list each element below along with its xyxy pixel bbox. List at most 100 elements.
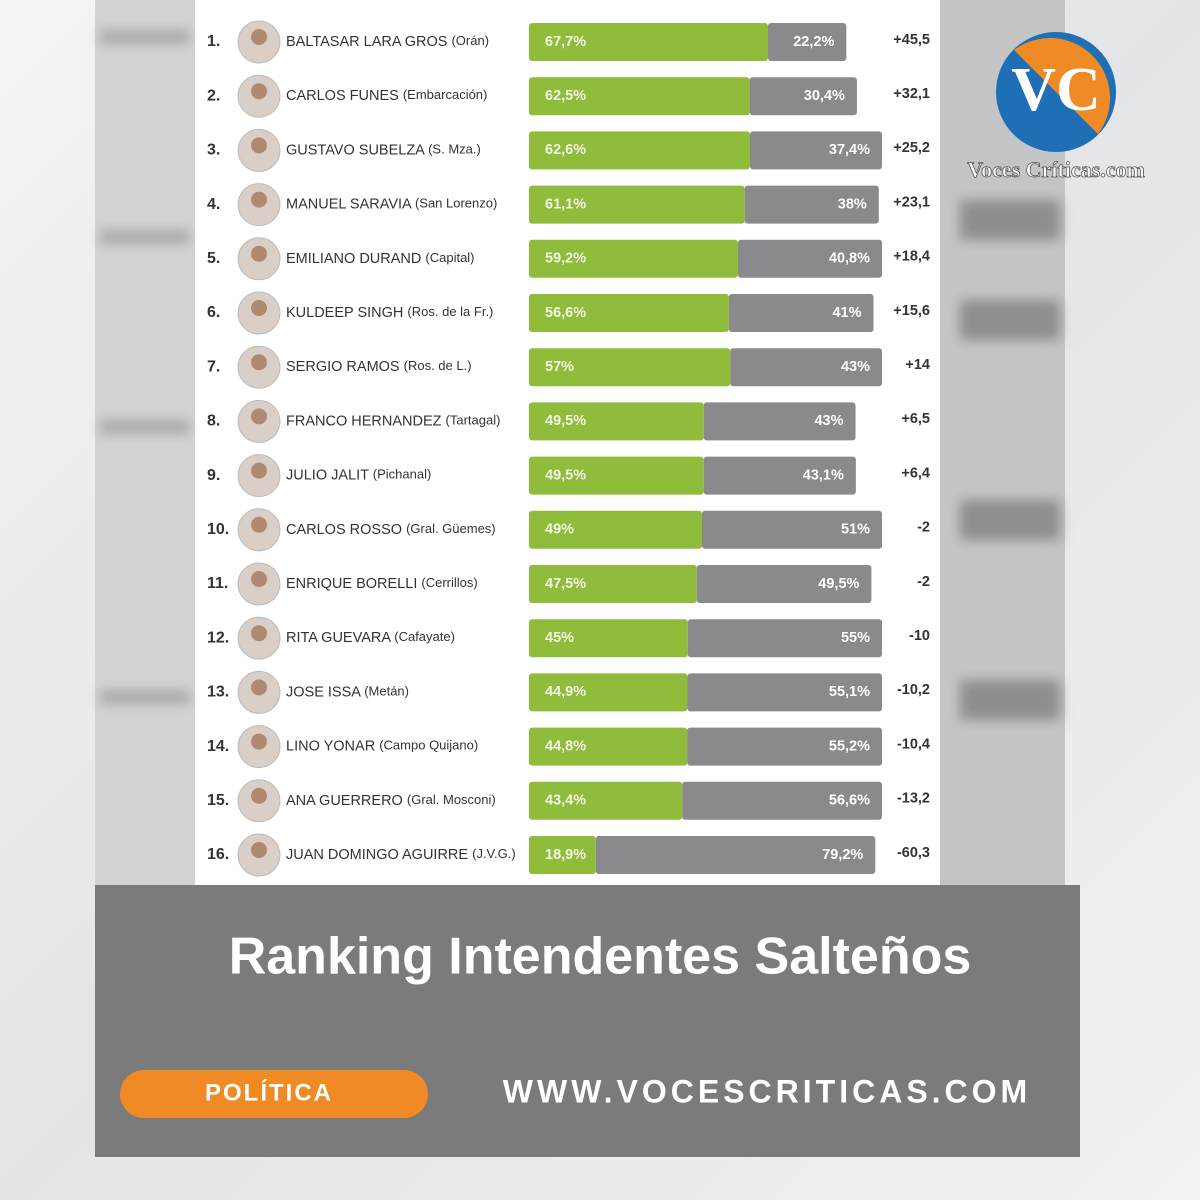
candidate-name: JUAN DOMINGO AGUIRRE — [286, 847, 468, 863]
value-label: 49,5% — [545, 467, 586, 483]
candidate: LINO YONAR (Campo Quijano) — [286, 738, 478, 754]
bar-segment — [529, 836, 596, 874]
logo-text: VC — [1011, 56, 1101, 124]
candidate: GUSTAVO SUBELZA (S. Mza.) — [286, 142, 481, 158]
photo-face — [251, 571, 267, 587]
bar-segment — [744, 185, 879, 224]
photo-face — [251, 354, 267, 371]
bar-segment — [529, 239, 738, 278]
candidate-place: (Gral. Güemes) — [406, 521, 496, 536]
bar-segment — [749, 77, 857, 116]
value-label: 49,5% — [545, 413, 586, 429]
candidate-place: (Embarcación) — [403, 88, 488, 103]
photo-face — [251, 625, 267, 642]
photo-face — [251, 83, 267, 100]
candidate-place: (San Lorenzo) — [415, 196, 497, 211]
rank: 10. — [207, 521, 229, 538]
candidate-place: (Campo Quijano) — [379, 738, 478, 753]
value-label: 55,2% — [829, 738, 870, 754]
value-label: 30,4% — [804, 88, 845, 104]
photo-face — [251, 787, 267, 804]
value-label: 56,6% — [545, 305, 586, 321]
bar-segment — [529, 456, 704, 495]
difference: +6,5 — [901, 411, 930, 427]
photo-face — [251, 842, 267, 858]
photo-face — [251, 137, 267, 154]
rank: 12. — [207, 629, 229, 646]
candidate: SERGIO RAMOS (Ros. de L.) — [286, 359, 472, 375]
candidate: ENRIQUE BORELLI (Cerrillos) — [286, 575, 478, 591]
bar-segment — [749, 131, 882, 170]
value-label: 47,5% — [545, 576, 586, 592]
rank: 5. — [207, 250, 220, 267]
rank: 15. — [207, 792, 229, 809]
bar-segment — [529, 727, 688, 766]
difference: +15,6 — [893, 303, 930, 319]
bar-segment — [701, 510, 882, 549]
candidate-name: KULDEEP SINGH — [286, 305, 403, 321]
bar-segment — [529, 510, 702, 549]
difference: +23,1 — [893, 194, 930, 210]
tag: POLÍTICA — [205, 1078, 333, 1106]
difference: -60,3 — [897, 845, 930, 861]
brand: Voces Críticas.com — [967, 157, 1145, 182]
candidate: EMILIANO DURAND (Capital) — [286, 250, 475, 266]
bar-segment — [529, 402, 704, 441]
difference: +45,5 — [893, 32, 930, 48]
candidate: ANA GUERRERO (Gral. Mosconi) — [286, 792, 496, 808]
rank: 2. — [207, 87, 220, 104]
bar-segment — [529, 619, 688, 658]
bar-segment — [529, 77, 750, 116]
rank: 7. — [207, 358, 220, 375]
rank: 16. — [207, 846, 229, 863]
difference: +6,4 — [901, 465, 930, 481]
photo-face — [251, 408, 267, 425]
candidate-place: (Cafayate) — [394, 630, 455, 645]
value-label: 44,8% — [545, 738, 586, 754]
value-label: 56,6% — [829, 793, 870, 809]
blur-stripes — [100, 30, 1060, 720]
candidate-name: JOSE ISSA — [286, 684, 361, 700]
value-label: 45% — [545, 630, 574, 646]
bar-segment — [682, 781, 882, 820]
difference: +25,2 — [893, 140, 930, 156]
value-label: 62,6% — [545, 142, 586, 158]
value-label: 18,9% — [545, 847, 586, 863]
candidate-place: (Tartagal) — [446, 413, 501, 428]
bar-segment — [529, 131, 750, 170]
difference: -10,2 — [897, 682, 930, 698]
candidate: JULIO JALIT (Pichanal) — [286, 467, 431, 483]
value-label: 79,2% — [822, 847, 863, 863]
bar-segment — [595, 836, 876, 874]
candidate-place: (Pichanal) — [373, 467, 432, 482]
value-label: 22,2% — [793, 34, 834, 50]
bar-segment — [728, 294, 874, 332]
candidate: FRANCO HERNANDEZ (Tartagal) — [286, 413, 500, 429]
rank: 9. — [207, 467, 220, 484]
candidate: RITA GUEVARA (Cafayate) — [286, 630, 455, 646]
value-label: 55,1% — [829, 684, 870, 700]
difference: -10,4 — [897, 736, 930, 752]
candidate-place: (Orán) — [451, 33, 489, 48]
photo-face — [251, 300, 267, 316]
candidate-name: ENRIQUE BORELLI — [286, 576, 417, 592]
candidate-name: JULIO JALIT — [286, 467, 369, 483]
candidate-place: (Metán) — [364, 684, 409, 699]
candidate-name: CARLOS ROSSO — [286, 522, 402, 538]
difference: +14 — [905, 357, 930, 373]
bar-segment — [529, 348, 731, 387]
value-label: 43% — [841, 359, 870, 375]
blurred-side — [95, 0, 205, 885]
bar-segment — [730, 348, 882, 387]
candidate: JOSE ISSA (Metán) — [286, 684, 409, 700]
candidate-name: SERGIO RAMOS — [286, 359, 400, 375]
value-label: 61,1% — [545, 196, 586, 212]
value-label: 49,5% — [818, 576, 859, 592]
value-label: 37,4% — [829, 142, 870, 158]
bar-segment — [529, 781, 683, 820]
value-label: 43% — [814, 413, 843, 429]
difference: -13,2 — [897, 791, 930, 807]
candidate-place: (Gral. Mosconi) — [407, 792, 496, 807]
candidate-place: (Cerrillos) — [421, 575, 477, 590]
candidate-place: (J.V.G.) — [472, 846, 516, 861]
